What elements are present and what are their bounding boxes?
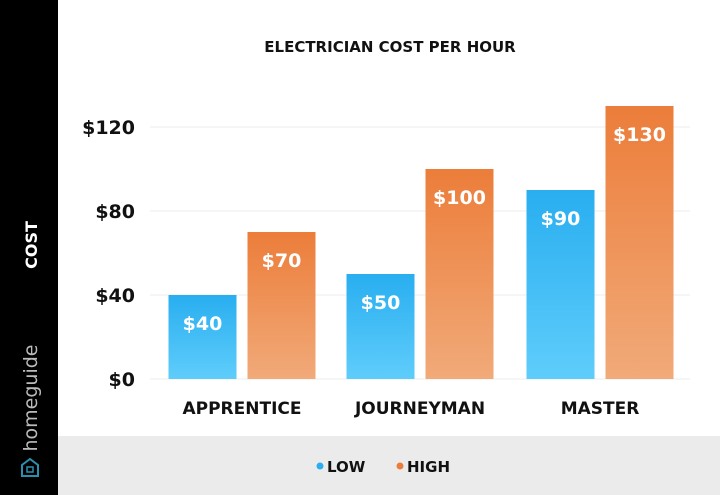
data-label: $70 — [262, 250, 302, 272]
bar-low-master — [526, 190, 595, 379]
data-label: $100 — [433, 187, 486, 209]
bar-high-apprentice — [247, 232, 316, 379]
legend-band — [58, 436, 720, 495]
x-tick-label: APPRENTICE — [182, 399, 301, 419]
data-label: $130 — [613, 124, 666, 146]
legend-label-high: HIGH — [407, 458, 450, 476]
bar-low-apprentice — [168, 295, 237, 379]
bar-high-master — [605, 106, 674, 379]
x-tick-label: JOURNEYMAN — [354, 399, 485, 419]
y-axis-label: COST — [22, 221, 41, 269]
y-tick-label: $120 — [82, 117, 135, 139]
sidebar — [0, 0, 58, 495]
bar-low-journeyman — [346, 274, 415, 379]
y-tick-label: $0 — [109, 369, 135, 391]
data-label: $50 — [361, 292, 401, 314]
data-label: $90 — [541, 208, 581, 230]
legend-marker-high — [396, 462, 404, 470]
brand-logo: homeguide — [20, 345, 42, 452]
legend-marker-low — [316, 462, 324, 470]
data-label: $40 — [183, 313, 223, 335]
house-icon — [21, 457, 39, 477]
chart-title: ELECTRICIAN COST PER HOUR — [264, 38, 516, 56]
bar-high-journeyman — [425, 169, 494, 379]
x-tick-label: MASTER — [561, 399, 640, 419]
legend-label-low: LOW — [327, 458, 366, 476]
y-tick-label: $80 — [95, 201, 135, 223]
y-tick-label: $40 — [95, 285, 135, 307]
